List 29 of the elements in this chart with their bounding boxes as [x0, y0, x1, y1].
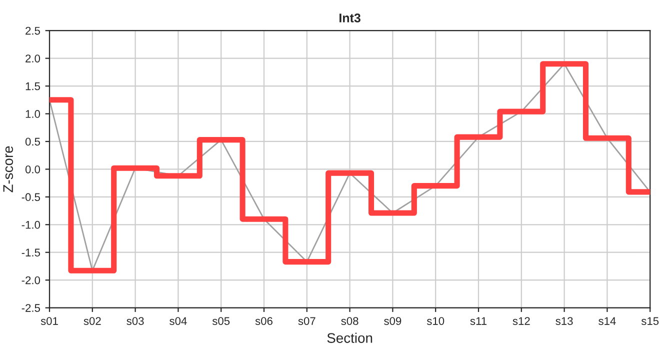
y-tick-label: 0.0 — [25, 165, 40, 174]
x-tick-label: s15 — [641, 317, 659, 325]
x-tick-label: s07 — [298, 317, 316, 325]
chart-title: Int3 — [340, 14, 360, 22]
x-tick-label: s13 — [556, 317, 573, 325]
x-tick-label: s09 — [384, 317, 402, 325]
x-tick-label: s04 — [170, 317, 187, 325]
x-tick-label: s08 — [341, 317, 358, 325]
x-axis-title: Section — [327, 332, 372, 343]
y-tick-label: -2.0 — [22, 276, 40, 284]
y-tick-label: -1.0 — [22, 220, 40, 229]
x-tick-label: s03 — [126, 317, 144, 325]
x-tick-label: s14 — [598, 317, 616, 325]
x-tick-label: s02 — [84, 317, 101, 325]
x-tick-label: s10 — [426, 317, 444, 325]
y-tick-label: -2.5 — [22, 304, 40, 312]
y-tick-label: 1.5 — [26, 82, 40, 90]
y-tick-label: 2.5 — [26, 26, 40, 35]
y-tick-label: -1.5 — [22, 248, 40, 256]
y-tick-label: -0.5 — [22, 193, 40, 202]
y-tick-label: 2.0 — [26, 54, 40, 62]
x-tick-label: s12 — [512, 317, 530, 325]
y-tick-label: 1.0 — [26, 110, 40, 118]
x-tick-label: s06 — [255, 317, 272, 325]
y-tick-label: 0.5 — [25, 138, 40, 146]
y-axis-title: Z-score — [3, 146, 14, 192]
x-tick-label: s01 — [40, 317, 58, 325]
x-tick-label: s05 — [212, 317, 230, 325]
x-tick-label: s11 — [470, 317, 487, 325]
